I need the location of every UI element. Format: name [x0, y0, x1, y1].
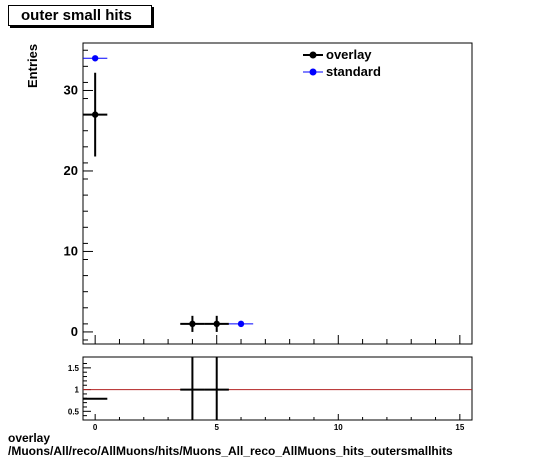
footer-line-2: /Muons/All/reco/AllMuons/hits/Muons_All_… — [8, 444, 453, 458]
data-point-overlay — [213, 320, 220, 328]
data-point-standard — [237, 320, 245, 328]
ratio-plot-points — [83, 357, 472, 420]
main-axis-ticks: 0 10 20 30 — [64, 49, 461, 344]
legend-label-overlay: overlay — [326, 47, 372, 62]
data-point-overlay — [189, 320, 196, 328]
ratio-x-tick-label: 10 — [334, 423, 343, 432]
ratio-axis-ticks: 0 5 10 15 0.5 1 1.5 — [68, 363, 465, 432]
ratio-x-tick-label: 15 — [455, 423, 464, 432]
main-plot-points — [83, 55, 254, 332]
ratio-x-tick-label: 0 — [93, 423, 98, 432]
ratio-y-tick-label: 1 — [75, 386, 80, 395]
y-tick-label: 0 — [71, 324, 78, 339]
y-tick-label: 20 — [64, 163, 78, 178]
footer-caption: overlay /Muons/All/reco/AllMuons/hits/Mu… — [8, 432, 453, 458]
y-tick-label: 10 — [64, 243, 78, 258]
footer-line-1: overlay — [8, 431, 51, 445]
legend-label-standard: standard — [326, 64, 381, 79]
legend-marker-standard — [309, 68, 317, 76]
chart-title: outer small hits — [8, 5, 152, 26]
ratio-y-tick-label: 1.5 — [68, 364, 80, 373]
main-plot-frame — [82, 42, 473, 345]
ratio-y-tick-label: 0.5 — [68, 407, 80, 416]
ratio-plot-frame — [82, 356, 473, 421]
legend-marker-overlay — [309, 51, 317, 59]
y-tick-label: 30 — [64, 82, 78, 97]
ratio-x-tick-label: 5 — [214, 423, 219, 432]
y-axis-label: Entries — [25, 44, 40, 88]
data-point-overlay — [91, 111, 99, 118]
legend: overlay standard — [303, 47, 381, 79]
data-point-standard — [91, 55, 99, 62]
